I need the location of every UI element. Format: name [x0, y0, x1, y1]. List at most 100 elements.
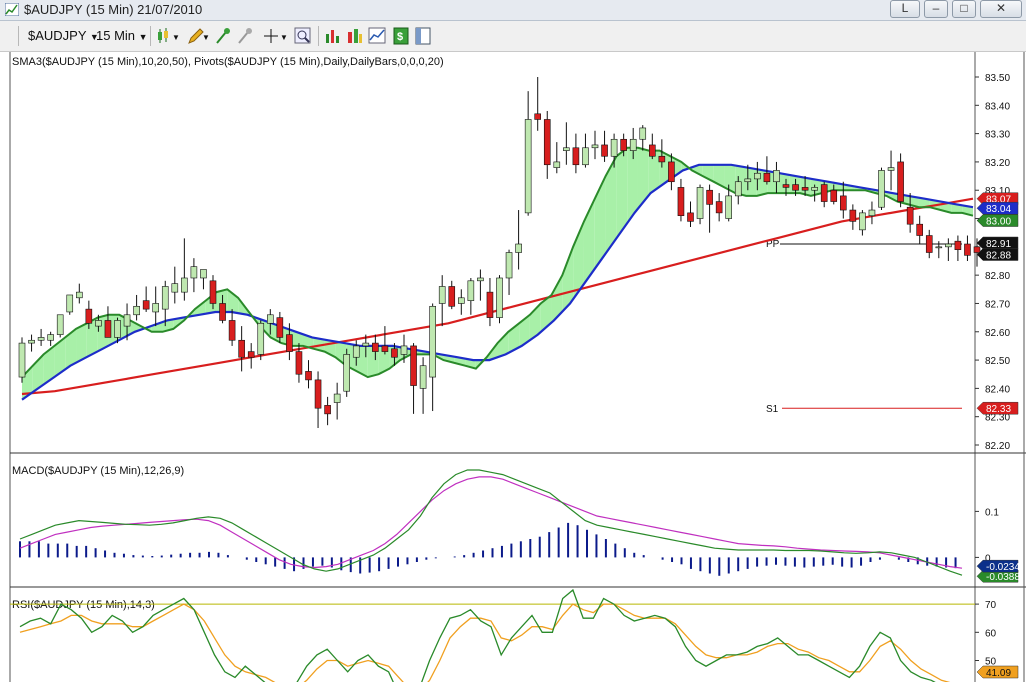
line-chart-icon[interactable]: [368, 26, 386, 46]
sma-fill-segment: [43, 345, 55, 385]
candle-up: [56, 314, 64, 335]
candle-down: [286, 334, 293, 352]
price-tick-label: 83.10: [985, 186, 1010, 197]
rsi-line: [19, 588, 936, 682]
candle-down: [620, 138, 627, 151]
sma-fill-segment: [65, 328, 77, 370]
sma-fill-segment: [357, 345, 368, 378]
candle-up: [438, 286, 446, 304]
close-button[interactable]: ✕: [980, 0, 1022, 18]
chart-properties-icon[interactable]: [324, 26, 342, 46]
sma-fill-segment: [540, 294, 552, 333]
candle-down: [305, 371, 312, 381]
candle-up: [524, 119, 532, 214]
candle-up: [114, 320, 121, 338]
indicator-remove-icon[interactable]: [236, 26, 254, 46]
candle-down: [715, 201, 723, 214]
last-price-tag-bg: [976, 248, 1019, 261]
candle-up: [935, 246, 943, 249]
candlesticks: [18, 77, 981, 429]
candle-down: [486, 291, 494, 318]
sma-fill-segment: [616, 147, 628, 239]
lock-button[interactable]: L: [890, 0, 920, 18]
minimize-button[interactable]: –: [924, 0, 948, 18]
candle-down: [381, 345, 389, 352]
candle-down: [247, 351, 255, 358]
sma-fill-segment: [583, 198, 595, 284]
sma50-value-tag: 83.07: [986, 195, 1011, 206]
close-icon: ✕: [995, 1, 1007, 15]
macd-panel-label: MACD($AUDJPY (15 Min),12,26,9): [12, 465, 185, 477]
macd-value-tag: -0.0388: [986, 572, 1020, 583]
candle-up: [725, 195, 733, 219]
candle-down: [142, 300, 150, 310]
candle-down: [209, 280, 217, 304]
macd-line: [19, 469, 963, 576]
chevron-down-icon: ▼: [89, 32, 99, 42]
indicator-add-icon[interactable]: [214, 26, 232, 46]
candle-down: [954, 240, 962, 250]
sma-fill-segment: [227, 289, 239, 314]
candle-down: [897, 161, 904, 202]
interval-selector[interactable]: 15 Min ▼: [96, 25, 148, 47]
candle-up: [95, 320, 102, 327]
dollar-icon[interactable]: $: [392, 26, 410, 46]
candle-up: [639, 127, 647, 140]
candle-up: [37, 337, 45, 341]
candle-down: [658, 155, 666, 163]
candle-up: [610, 138, 618, 157]
macd-hist-value-tag-bg: [976, 559, 1019, 573]
candle-up: [152, 303, 159, 313]
candle-up: [457, 297, 465, 304]
candle-down: [706, 189, 713, 205]
candle-up: [257, 322, 265, 355]
sma-fill-segment: [497, 331, 509, 358]
sma-fill-segment: [605, 156, 617, 254]
maximize-button[interactable]: □: [952, 0, 976, 18]
sma-fill-segment: [627, 147, 638, 224]
sma-fill-segment: [378, 345, 390, 375]
candle-up: [190, 266, 198, 279]
macd-hist-value-tag: -0.0234: [986, 562, 1020, 573]
sma20-value-tag-bg: [976, 201, 1019, 215]
sma-fill-segment: [519, 314, 530, 348]
macd-plot: [19, 469, 963, 576]
candle-up: [123, 314, 131, 327]
rsi-plot: [10, 588, 975, 682]
candle-down: [830, 189, 838, 202]
pivot-lines: PP S1: [766, 239, 962, 415]
candle-up: [945, 243, 952, 248]
sma-crossover-fill: [22, 147, 973, 400]
candlestick-style-icon[interactable]: ▼: [156, 26, 182, 46]
sma-fill-segment: [551, 275, 563, 323]
pencil-draw-icon[interactable]: ▼: [186, 26, 210, 46]
candle-up: [887, 167, 895, 171]
candle-up: [419, 365, 427, 389]
candle-down: [648, 144, 656, 157]
symbol-selector[interactable]: $AUDJPY ▼: [28, 25, 99, 47]
candle-down: [839, 195, 847, 211]
layout-icon[interactable]: [414, 26, 432, 46]
sma-fill-segment: [778, 173, 790, 194]
crosshair-icon[interactable]: ▼: [262, 26, 288, 46]
candle-down: [782, 184, 790, 188]
sma-fill-segment: [151, 322, 163, 332]
rsi-value-tag: 41.09: [986, 668, 1011, 679]
sma-fill-segment: [724, 164, 736, 194]
candle-up: [591, 144, 599, 149]
zoom-icon[interactable]: [294, 26, 312, 46]
candle-up: [467, 280, 475, 301]
candle-up: [553, 161, 561, 168]
sma-fill-segment: [367, 345, 379, 378]
price-panel-label: SMA3($AUDJPY (15 Min),10,20,50), Pivots(…: [12, 56, 444, 68]
sma-fill-segment: [637, 147, 649, 209]
sma-fill-segment: [76, 323, 87, 363]
svg-text:▼: ▼: [280, 33, 288, 42]
bar-color-icon[interactable]: [346, 26, 364, 46]
candle-down: [104, 320, 112, 338]
price-tick-label: 83.30: [985, 130, 1010, 141]
candle-up: [181, 277, 188, 293]
candle-up: [744, 178, 752, 183]
candle-down: [973, 246, 981, 253]
